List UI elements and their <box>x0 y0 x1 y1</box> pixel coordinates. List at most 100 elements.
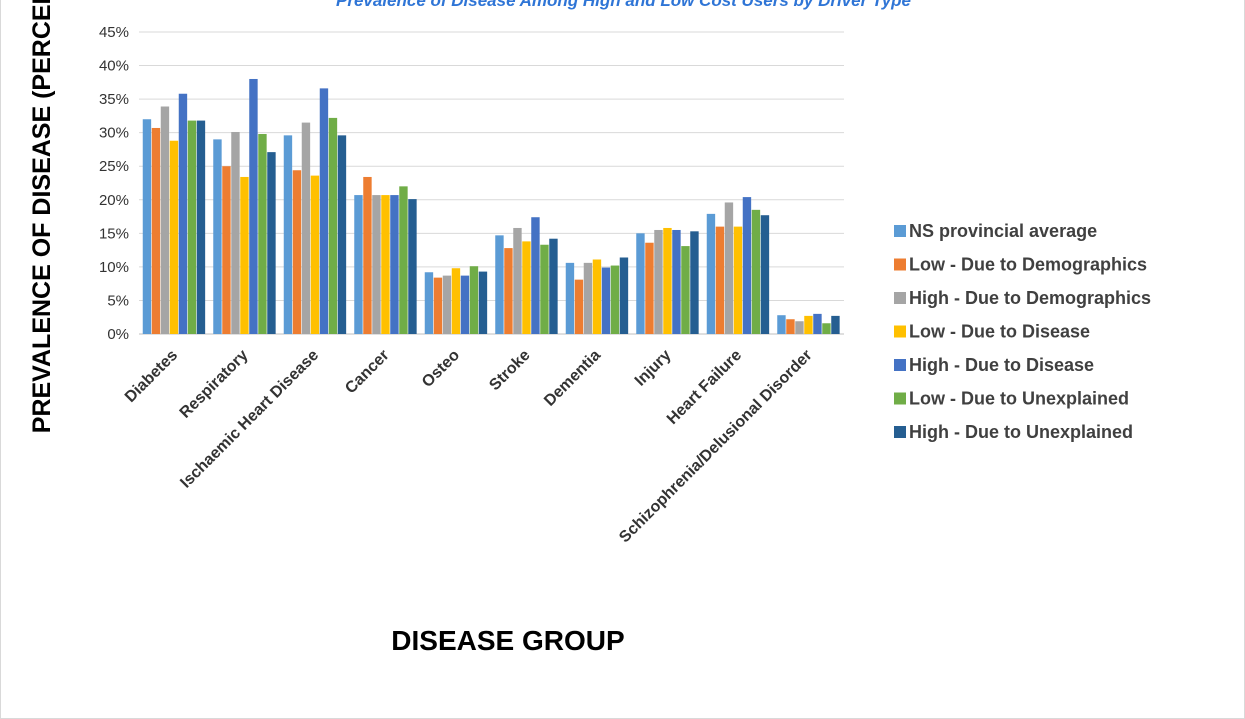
bar <box>169 140 179 334</box>
y-tick-label: 45% <box>99 24 129 41</box>
bar <box>583 262 593 334</box>
bar <box>310 175 320 334</box>
bar <box>301 122 311 334</box>
bar <box>408 199 417 334</box>
legend-label: High - Due to Unexplained <box>909 422 1133 442</box>
legend-label: Low - Due to Disease <box>909 322 1090 342</box>
x-tick-label: Diabetes <box>122 347 181 406</box>
bar <box>645 242 654 334</box>
x-axis-title: DISEASE GROUP <box>391 625 624 656</box>
legend-swatch <box>894 426 906 438</box>
bar <box>381 195 390 334</box>
bar <box>786 319 795 334</box>
bar <box>424 272 434 334</box>
bar <box>433 277 443 334</box>
bar <box>636 233 645 334</box>
bar <box>522 241 531 334</box>
bar <box>292 170 302 334</box>
bar <box>151 127 161 334</box>
bar <box>751 209 761 334</box>
bar <box>760 215 770 334</box>
x-tick-label: Stroke <box>486 347 533 394</box>
bar <box>178 93 188 335</box>
bar <box>258 134 267 334</box>
bar <box>328 117 338 334</box>
y-tick-label: 15% <box>99 225 129 242</box>
bar <box>619 257 629 334</box>
bar <box>540 244 549 334</box>
bar <box>795 321 804 334</box>
bar <box>196 120 206 334</box>
bar <box>231 131 240 334</box>
bar <box>724 202 734 334</box>
legend-label: Low - Due to Demographics <box>909 255 1147 275</box>
bar <box>549 238 558 334</box>
x-tick-label: Ischaemic Heart Disease <box>177 347 322 492</box>
bar <box>319 88 329 334</box>
bar <box>363 176 372 334</box>
x-tick-label: Injury <box>632 347 675 390</box>
bar <box>240 176 249 334</box>
bar <box>601 267 611 334</box>
bar <box>804 315 813 334</box>
bar <box>213 139 222 334</box>
bar <box>513 227 522 334</box>
bar <box>654 229 663 334</box>
legend-swatch <box>894 225 906 237</box>
bar <box>142 119 152 334</box>
x-tick-label: Cancer <box>342 347 392 397</box>
y-axis-title: PREVALENCE OF DISEASE (PERCENT) <box>28 0 56 433</box>
chart-title: Prevalence of Disease Among High and Low… <box>335 0 912 10</box>
bar <box>160 106 170 334</box>
bar <box>187 120 197 334</box>
bar <box>715 226 725 334</box>
x-tick-label: Heart Failure <box>664 347 745 428</box>
bar <box>442 275 452 334</box>
legend-swatch <box>894 292 906 304</box>
bar <box>777 315 786 334</box>
x-tick-label: Osteo <box>419 347 463 391</box>
y-tick-label: 25% <box>99 158 129 175</box>
bar <box>283 135 293 334</box>
legend-label: Low - Due to Unexplained <box>909 389 1129 409</box>
bar <box>249 78 258 334</box>
y-tick-label: 5% <box>107 292 129 309</box>
bar <box>592 259 602 334</box>
bar <box>460 275 470 334</box>
legend-swatch <box>894 258 906 271</box>
bar <box>681 246 690 334</box>
bar <box>469 266 479 334</box>
bar <box>478 271 488 334</box>
bar <box>733 226 743 334</box>
x-tick-label: Respiratory <box>177 347 252 422</box>
legend-swatch <box>894 392 906 405</box>
bar <box>390 195 399 334</box>
bar <box>372 195 381 334</box>
bar <box>663 227 672 334</box>
y-tick-label: 20% <box>99 192 129 209</box>
bar <box>504 248 513 334</box>
bar <box>610 265 620 334</box>
y-tick-label: 40% <box>99 58 129 75</box>
bar <box>831 315 840 334</box>
legend-label: NS provincial average <box>909 221 1097 241</box>
bar <box>565 262 575 334</box>
bar <box>706 213 716 334</box>
y-tick-label: 30% <box>99 125 129 142</box>
bar <box>690 231 699 334</box>
bar <box>822 323 831 334</box>
y-tick-label: 10% <box>99 259 129 276</box>
bar <box>451 268 461 334</box>
bar <box>337 135 347 334</box>
bar <box>531 217 540 334</box>
bar <box>813 313 822 334</box>
legend-label: High - Due to Demographics <box>909 288 1151 308</box>
bar <box>267 152 276 334</box>
bar <box>399 186 408 334</box>
legend-swatch <box>894 359 906 371</box>
bar <box>574 279 584 334</box>
y-tick-label: 0% <box>107 326 129 343</box>
x-tick-label: Dementia <box>541 347 604 410</box>
